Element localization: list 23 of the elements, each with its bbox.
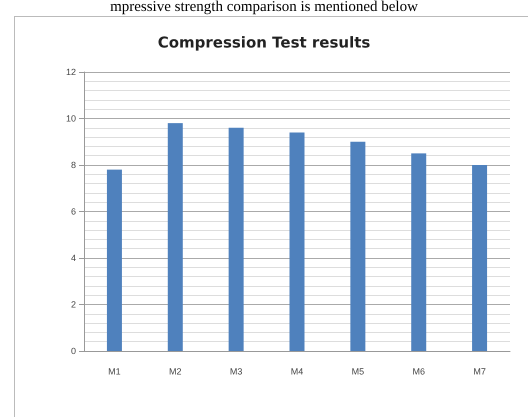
x-tick-label: M1 xyxy=(108,366,121,376)
bar xyxy=(228,128,244,351)
bar xyxy=(290,132,304,351)
y-tick-label: 12 xyxy=(66,67,76,77)
text: mpressive strength comparison is mentioned below xyxy=(109,0,419,15)
bar xyxy=(472,165,488,351)
bar xyxy=(106,170,122,351)
x-tick-label: M2 xyxy=(169,366,182,376)
y-tick-label: 8 xyxy=(70,160,76,170)
y-tick-label: 10 xyxy=(66,114,76,124)
x-tick-label: M6 xyxy=(412,366,425,376)
y-tick-label: 2 xyxy=(70,300,76,310)
bar xyxy=(168,123,183,351)
x-tick-label: M7 xyxy=(473,366,486,376)
y-tick-label: 6 xyxy=(70,206,76,216)
y-tick-label: 0 xyxy=(70,346,76,356)
x-tick-label: M3 xyxy=(230,366,242,376)
bar xyxy=(411,153,426,351)
y-tick-label: 4 xyxy=(70,253,76,263)
bar xyxy=(350,142,366,351)
chart-title: Compression Test results xyxy=(158,34,370,52)
x-tick-label: M4 xyxy=(290,366,304,376)
x-tick-label: M5 xyxy=(352,366,364,376)
